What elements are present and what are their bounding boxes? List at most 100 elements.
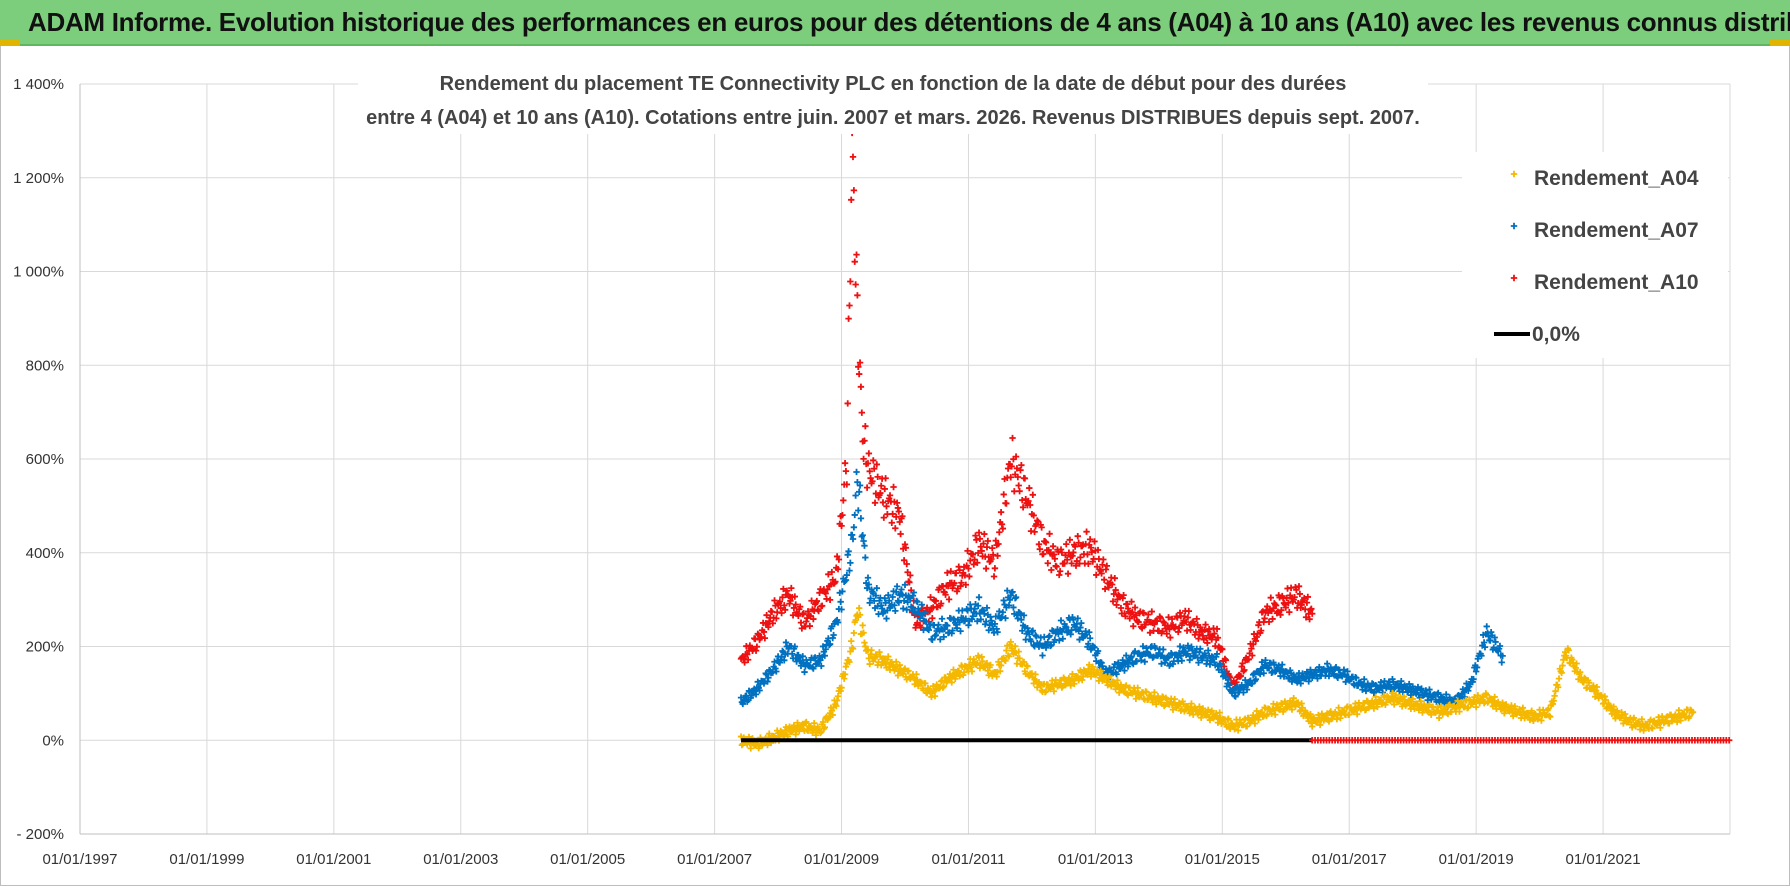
data-point: [1019, 504, 1027, 511]
data-point: [966, 573, 973, 580]
data-point: [1279, 661, 1286, 668]
data-point: [907, 572, 914, 579]
data-point: [1042, 539, 1050, 546]
data-point: [1169, 706, 1177, 713]
data-point: [942, 591, 949, 598]
data-point: [1003, 500, 1010, 507]
y-tick-label: 400%: [26, 545, 64, 562]
data-point: [1130, 623, 1137, 630]
data-point: [956, 566, 963, 574]
data-point: [1286, 608, 1293, 616]
data-point: [866, 468, 873, 475]
data-point: [1015, 648, 1022, 655]
data-point: [779, 594, 786, 601]
data-point: [791, 643, 799, 650]
data-point: [866, 660, 873, 668]
data-point: [1182, 618, 1190, 626]
data-point: [855, 604, 863, 612]
data-point: [1435, 689, 1442, 697]
data-point: [829, 711, 836, 719]
legend-item-rendement-a10: Rendement_A10: [1510, 271, 1699, 294]
data-point: [892, 513, 900, 521]
data-point: [795, 612, 802, 619]
data-point: [904, 599, 911, 606]
data-point: [1007, 474, 1014, 481]
data-point: [1558, 669, 1565, 677]
data-point: [828, 568, 836, 576]
data-point: [1012, 594, 1020, 601]
data-point: [1086, 629, 1093, 636]
data-point: [910, 589, 918, 596]
data-point: [882, 475, 889, 482]
data-point: [855, 507, 862, 514]
data-point: [995, 540, 1002, 548]
data-point: [1269, 615, 1276, 623]
data-point: [1309, 610, 1316, 617]
x-axis-ticks: 01/01/1997 01/01/1999 01/01/2001 01/01/2003…: [42, 851, 1640, 868]
data-point: [944, 622, 951, 629]
data-point: [1472, 703, 1480, 711]
data-point: [1091, 538, 1098, 545]
data-point: [1067, 682, 1074, 689]
data-point: [1370, 705, 1378, 712]
data-point: [1086, 635, 1094, 642]
data-point: [1113, 671, 1120, 678]
data-point: [885, 597, 893, 604]
data-point: [869, 478, 876, 485]
data-point: [839, 511, 846, 519]
data-point: [976, 535, 984, 542]
y-tick-label: 800%: [26, 357, 64, 374]
data-point: [1334, 674, 1341, 681]
data-point: [1135, 618, 1142, 626]
data-point: [1064, 570, 1072, 577]
data-point: [859, 622, 866, 629]
data-point: [1184, 614, 1192, 621]
data-point: [944, 569, 951, 576]
data-point: [901, 581, 909, 589]
data-point: [1267, 594, 1274, 601]
data-point: [1353, 674, 1360, 682]
data-point: [1546, 713, 1554, 721]
data-point: [1474, 692, 1482, 699]
data-point: [1129, 608, 1136, 616]
data-point: [766, 730, 773, 737]
data-point: [922, 680, 929, 687]
data-point: [1088, 548, 1096, 556]
data-point: [833, 702, 840, 710]
data-point: [841, 460, 849, 467]
data-point: [810, 665, 817, 672]
data-point: [1245, 656, 1252, 663]
data-point: [810, 615, 817, 623]
data-point: [964, 607, 971, 614]
series-rendement-a10: [737, 129, 1316, 694]
data-point: [1278, 606, 1285, 614]
x-tick-label: 01/01/2011: [931, 851, 1005, 868]
data-point: [818, 602, 826, 609]
data-point: [1252, 676, 1259, 683]
data-point: [793, 658, 800, 665]
data-point: [826, 596, 834, 604]
data-point: [1286, 592, 1294, 599]
data-point: [1014, 473, 1022, 481]
data-point: [1101, 585, 1109, 593]
data-point: [858, 409, 866, 416]
data-point: [1174, 614, 1181, 621]
data-point: [1602, 696, 1609, 704]
data-point: [1143, 688, 1150, 696]
data-point: [988, 555, 995, 563]
data-point: [1016, 487, 1023, 495]
data-point: [1056, 568, 1064, 575]
data-point: [769, 669, 776, 676]
data-point: [1049, 543, 1057, 550]
data-point: [1297, 680, 1304, 687]
data-point: [781, 606, 789, 614]
data-point: [1068, 560, 1075, 567]
data-point: [850, 524, 858, 531]
data-point: [1409, 695, 1416, 703]
data-point: [859, 532, 866, 539]
data-point: [902, 544, 910, 552]
data-point: [1148, 608, 1155, 615]
data-point: [1063, 540, 1070, 548]
data-point: [1109, 598, 1117, 605]
data-point: [1288, 706, 1296, 713]
